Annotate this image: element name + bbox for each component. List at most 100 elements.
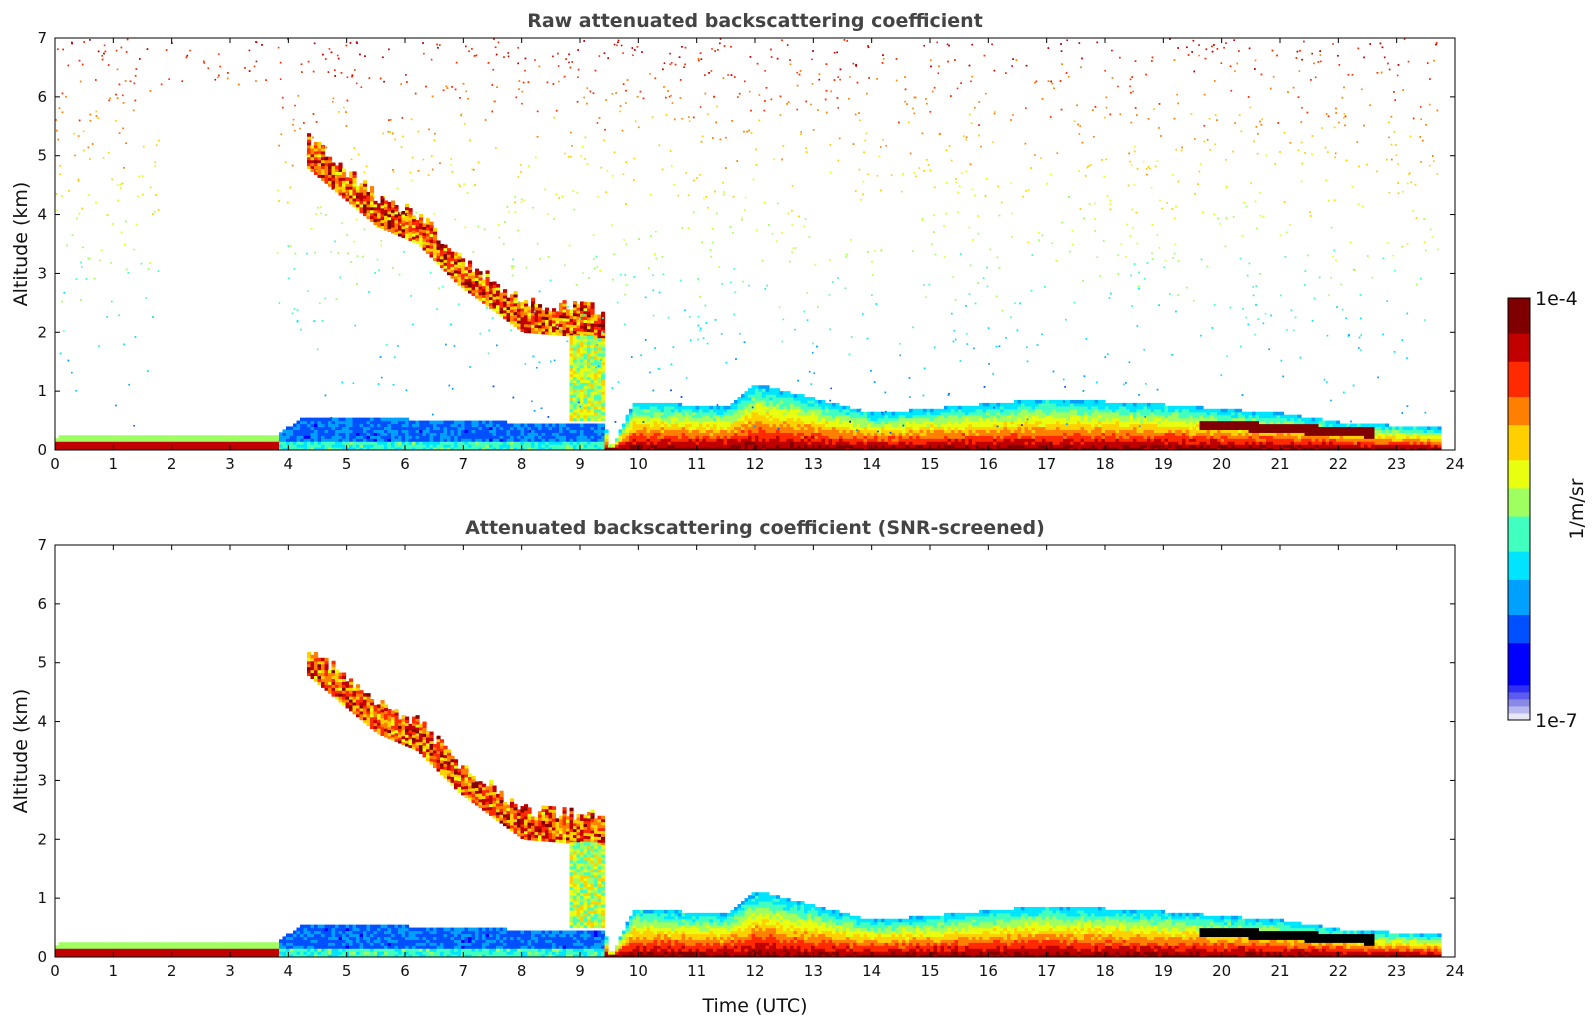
- heatmap-cell: [657, 447, 662, 450]
- heatmap-cell: [1024, 423, 1029, 428]
- heatmap-cell: [1063, 447, 1068, 450]
- heatmap-cell: [573, 364, 578, 369]
- heatmap-cell: [415, 438, 420, 442]
- heatmap-cell: [328, 417, 333, 422]
- heatmap-cell: [513, 429, 518, 433]
- heatmap-cell: [359, 209, 364, 214]
- heatmap-cell: [965, 435, 970, 439]
- heatmap-cell: [765, 438, 770, 442]
- heatmap-cell: [814, 408, 819, 413]
- heatmap-cell: [1010, 429, 1015, 433]
- heatmap-cell: [779, 417, 784, 422]
- heatmap-cell: [1038, 417, 1043, 422]
- heatmap-cell: [664, 417, 669, 422]
- heatmap-cell: [1045, 432, 1050, 436]
- heatmap-cell: [660, 432, 665, 436]
- heatmap-cell: [275, 447, 280, 450]
- heatmap-cell: [552, 432, 557, 436]
- heatmap-cell: [342, 423, 347, 428]
- heatmap-cell: [597, 347, 602, 351]
- heatmap-cell: [786, 391, 791, 395]
- heatmap-cell: [370, 215, 375, 220]
- heatmap-cell: [338, 447, 343, 450]
- heatmap-cell: [807, 429, 812, 433]
- heatmap-cell: [989, 411, 994, 416]
- heatmap-cell: [772, 432, 777, 436]
- heatmap-cell: [405, 236, 410, 240]
- heatmap-cell: [436, 243, 441, 247]
- heatmap-cell: [394, 222, 399, 227]
- heatmap-cell: [601, 370, 606, 375]
- heatmap-cell: [433, 242, 438, 247]
- heatmap-cell: [765, 432, 770, 436]
- heatmap-cell: [783, 399, 788, 404]
- heatmap-cell: [156, 441, 161, 445]
- heatmap-cell: [1119, 438, 1124, 442]
- heatmap-cell: [426, 429, 431, 433]
- heatmap-cell: [569, 341, 574, 345]
- heatmap-cell: [153, 444, 158, 448]
- heatmap-cell: [576, 435, 581, 439]
- heatmap-cell: [1094, 402, 1099, 407]
- heatmap-cell: [786, 394, 791, 398]
- heatmap-cell: [797, 435, 802, 439]
- heatmap-cell: [744, 408, 749, 413]
- heatmap-cell: [772, 394, 777, 398]
- heatmap-cell: [1140, 441, 1145, 445]
- heatmap-cell: [314, 153, 319, 158]
- heatmap-cell: [1133, 420, 1138, 425]
- heatmap-cell: [1003, 405, 1008, 410]
- heatmap-cell: [1000, 438, 1005, 442]
- heatmap-cell: [569, 447, 574, 450]
- heatmap-cell: [881, 441, 886, 445]
- heatmap-cell: [429, 447, 434, 450]
- heatmap-cell: [772, 399, 777, 404]
- heatmap-cell: [709, 441, 714, 445]
- heatmap-cell: [1042, 441, 1047, 445]
- heatmap-cell: [335, 177, 340, 181]
- heatmap-cell: [860, 423, 865, 428]
- heatmap-cell: [926, 417, 931, 422]
- heatmap-cell: [324, 432, 329, 436]
- heatmap-cell: [811, 429, 816, 433]
- heatmap-cell: [597, 349, 602, 354]
- heatmap-cell: [79, 447, 84, 450]
- heatmap-cell: [653, 417, 658, 422]
- heatmap-cell: [877, 417, 882, 422]
- heatmap-cell: [324, 423, 329, 428]
- heatmap-cell: [345, 447, 350, 450]
- heatmap-cell: [825, 423, 830, 428]
- heatmap-cell: [321, 159, 326, 164]
- heatmap-cell: [1045, 405, 1050, 410]
- heatmap-cell: [1147, 429, 1152, 433]
- heatmap-cell: [870, 426, 875, 430]
- heatmap-cell: [888, 432, 893, 436]
- heatmap-cell: [573, 414, 578, 419]
- heatmap-cell: [562, 329, 567, 334]
- heatmap-cell: [811, 420, 816, 425]
- heatmap-cell: [590, 388, 595, 392]
- heatmap-cell: [293, 441, 298, 445]
- heatmap-cell: [1007, 441, 1012, 445]
- heatmap-cell: [706, 447, 711, 450]
- heatmap-cell: [926, 432, 931, 436]
- heatmap-cell: [1091, 405, 1096, 410]
- heatmap-cell: [982, 405, 987, 410]
- heatmap-cell: [573, 447, 578, 450]
- heatmap-cell: [475, 274, 480, 279]
- panel-raw-heatmap: [55, 38, 1442, 450]
- heatmap-cell: [1049, 438, 1054, 442]
- heatmap-cell: [443, 432, 448, 436]
- heatmap-cell: [650, 411, 655, 416]
- heatmap-cell: [685, 405, 690, 410]
- heatmap-cell: [401, 417, 406, 422]
- heatmap-cell: [569, 441, 574, 445]
- heatmap-cell: [734, 405, 739, 410]
- heatmap-cell: [846, 420, 851, 425]
- heatmap-cell: [342, 447, 347, 450]
- heatmap-cell: [818, 417, 823, 422]
- heatmap-cell: [993, 402, 998, 407]
- heatmap-cell: [1129, 411, 1134, 416]
- heatmap-cell: [734, 447, 739, 450]
- heatmap-cell: [1077, 444, 1082, 448]
